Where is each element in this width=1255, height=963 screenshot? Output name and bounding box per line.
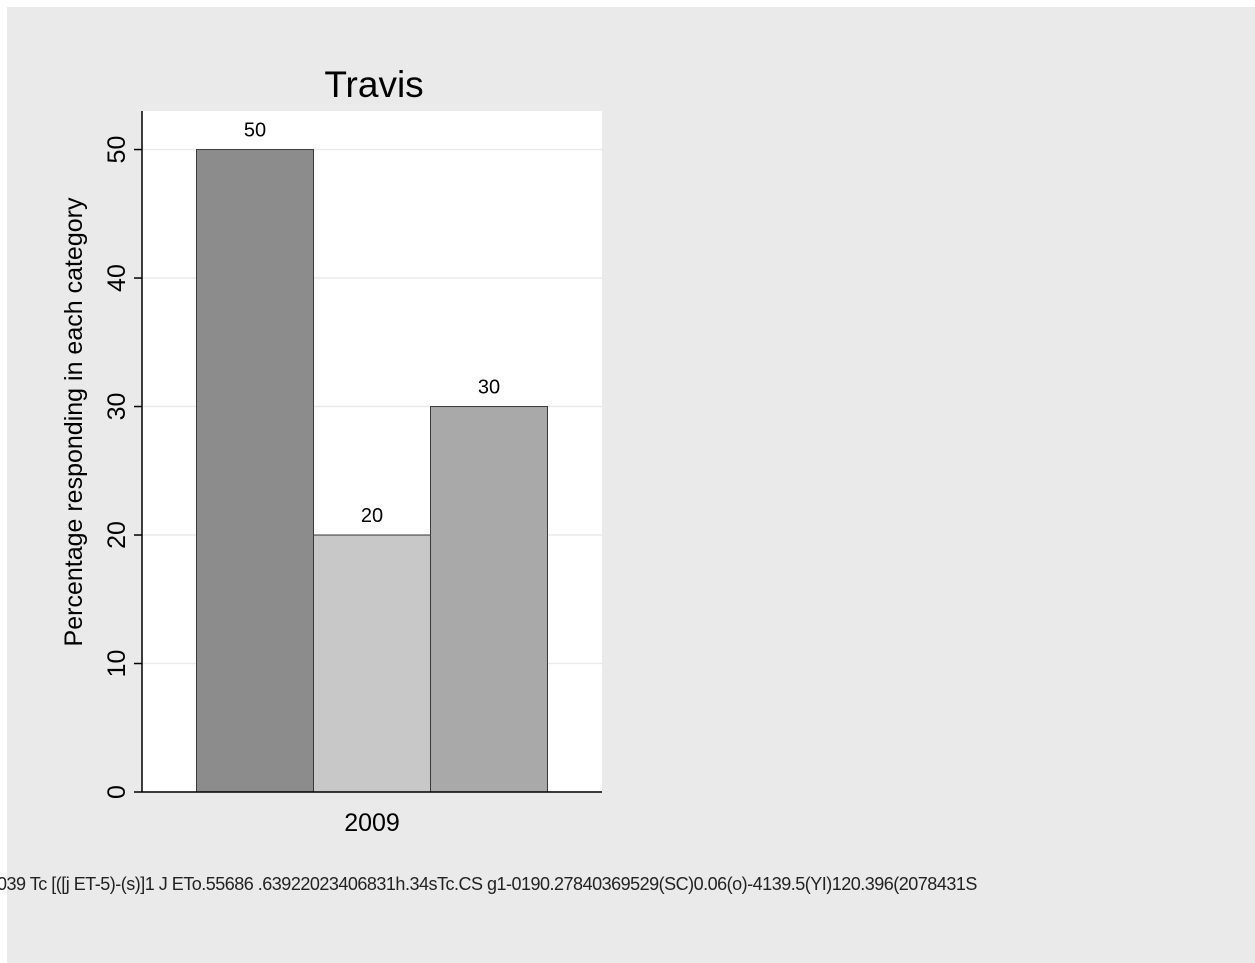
bars	[196, 149, 548, 793]
y-axis-label: Percentage responding in each category	[60, 197, 88, 646]
chart-canvas: 50 20 30 0 10 20 30 40 50 2009 Travis Percentag…	[0, 7, 1255, 963]
y-tick-label: 50	[103, 136, 131, 164]
bar-value-label: 30	[478, 377, 500, 399]
y-tick-label: 30	[103, 393, 131, 421]
chart-title: Travis	[324, 64, 423, 105]
y-tick-label: 0	[103, 785, 131, 799]
bar-chart: 50 20 30 0 10 20 30 40 50 2009 Travis Percentag…	[60, 64, 602, 837]
x-axis-ticks: 2009	[344, 809, 400, 837]
bar	[430, 406, 548, 793]
y-axis-ticks: 0 10 20 30 40 50	[103, 136, 142, 799]
bar-value-label: 50	[244, 120, 266, 142]
y-tick-label: 40	[103, 264, 131, 292]
y-tick-label: 20	[103, 521, 131, 549]
x-tick-label: 2009	[344, 809, 400, 837]
bar-value-labels: 50 20 30	[244, 120, 500, 527]
bar	[196, 149, 314, 793]
legend-garbled-text: 039 Tc [([j ET-5)-(s)]1 J ETo.55686 .639…	[0, 874, 977, 894]
y-tick-label: 10	[103, 650, 131, 678]
bar	[313, 534, 431, 793]
bar-value-label: 20	[361, 505, 383, 527]
